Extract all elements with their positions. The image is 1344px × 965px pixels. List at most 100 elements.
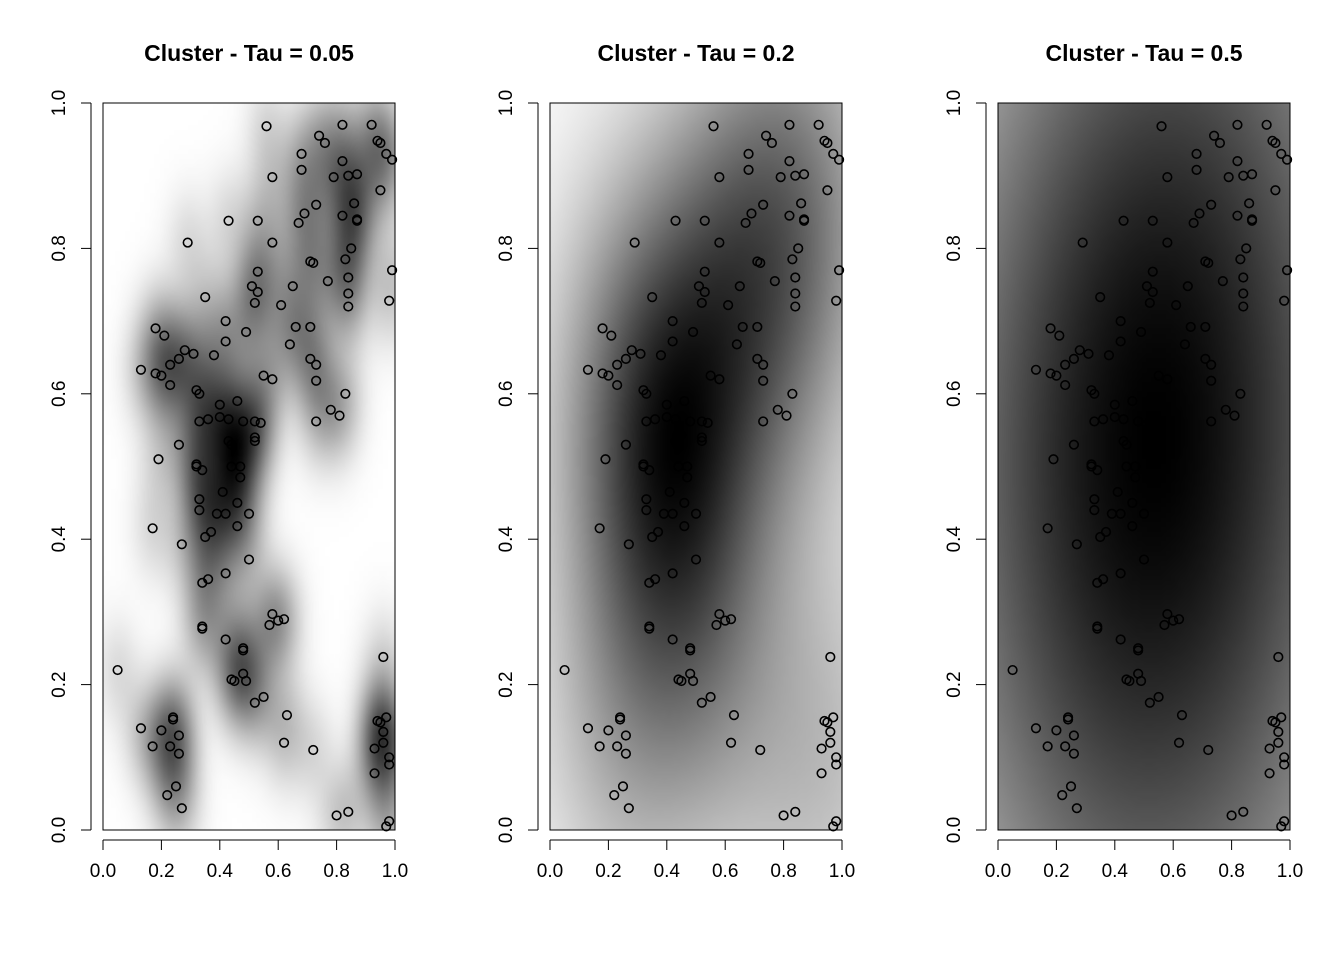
data-point [179,345,190,356]
data-point [1171,300,1182,311]
data-point [755,744,766,756]
data-point [349,198,360,209]
data-point [1133,416,1144,427]
data-point [290,321,301,333]
data-point [1232,119,1243,130]
data-point [617,781,629,792]
data-point [1071,803,1082,814]
data-point [1121,439,1132,450]
data-point [311,199,322,210]
y-tick-label: 0.6 [496,381,517,407]
data-point [1051,725,1062,736]
data-point [232,497,243,508]
data-point [603,370,614,381]
data-point [284,339,295,350]
data-point [1162,172,1173,183]
data-point [1095,531,1106,543]
data-point [825,651,836,663]
y-tick-label: 0.8 [49,235,70,261]
data-point [1270,717,1281,728]
data-point [208,350,220,361]
data-point [831,752,842,763]
data-point [1188,217,1199,229]
data-point [1109,399,1120,410]
data-point [381,712,392,723]
data-point [1200,353,1211,365]
data-point [1062,714,1074,725]
data-point [582,723,594,734]
data-point [1156,121,1167,132]
data-point [828,148,839,159]
data-point [1235,254,1246,265]
data-point [673,439,684,450]
data-point [1279,752,1290,763]
data-point [200,531,211,543]
data-point [243,554,255,565]
data-point [173,748,185,759]
data-point [203,414,214,425]
data-point [699,286,710,298]
x-tick-label: 0.0 [537,861,563,882]
x-tick-label: 0.8 [323,861,349,882]
data-point [1208,130,1220,141]
data-point [825,737,836,748]
data-point [650,414,661,425]
data-point [249,697,260,708]
data-point [734,281,745,292]
data-point [1092,465,1103,476]
data-point [1118,215,1129,226]
data-point [1194,208,1205,219]
data-point [264,619,275,631]
data-point [1273,726,1284,737]
data-point [1048,454,1059,465]
data-point [223,215,234,226]
y-tick-label: 0.0 [496,817,517,843]
data-point [705,691,716,703]
data-point [1147,215,1158,226]
data-point [720,615,731,626]
data-point [173,353,185,365]
y-tick-label: 0.2 [49,671,70,697]
data-point [676,675,687,687]
data-point [235,472,246,483]
data-point [1217,276,1228,287]
data-point [170,781,182,792]
data-point [696,432,707,443]
data-point [612,741,623,752]
data-point [746,208,757,219]
data-point [1246,169,1258,180]
data-point [220,316,231,327]
data-point [798,215,810,226]
y-tick-label: 0.4 [944,526,965,553]
data-point [267,608,278,620]
data-point [825,726,836,737]
data-point [752,353,763,365]
x-tick-label: 0.8 [770,861,796,882]
data-point [1264,768,1275,779]
data-point [1077,237,1088,248]
data-point [1144,432,1155,443]
data-point [252,215,263,226]
data-point [162,790,173,801]
data-point [1150,417,1161,428]
data-point [1045,323,1056,334]
data-point [165,379,176,391]
data-point [758,375,769,386]
data-point [173,439,185,450]
data-point [261,121,272,132]
data-point [278,614,290,625]
data-point [328,172,339,183]
data-point [559,664,570,676]
data-point [296,148,307,159]
data-point [205,526,217,538]
data-point [188,348,199,359]
data-point [667,316,678,327]
x-tick-label: 1.0 [382,861,408,882]
data-point [319,137,331,149]
data-point [641,494,652,505]
x-tick-label: 0.2 [595,861,621,882]
data-point [384,759,395,770]
data-point [287,281,298,292]
data-point [1074,345,1085,356]
data-point [220,336,231,347]
